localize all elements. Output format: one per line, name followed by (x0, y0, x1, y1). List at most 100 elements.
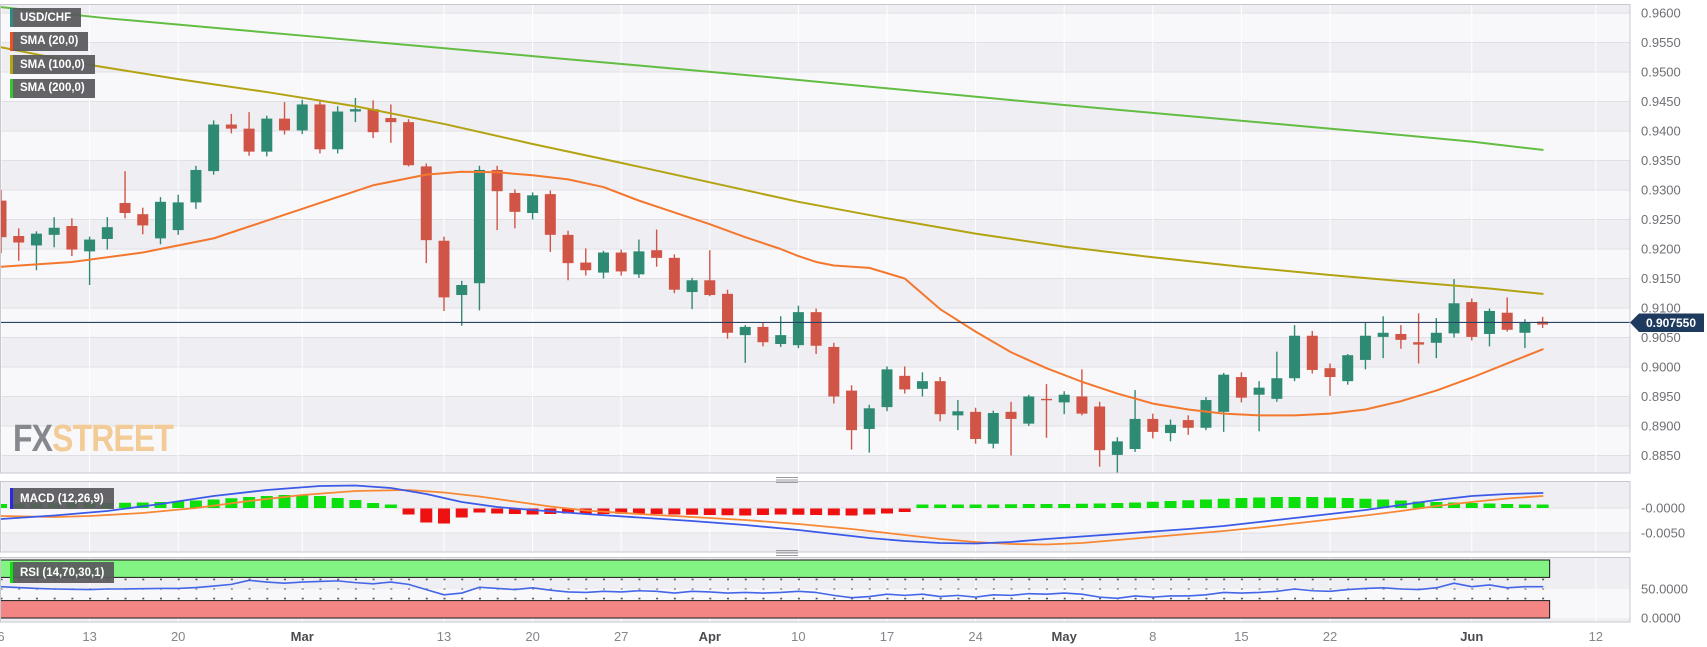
candle-body (349, 109, 361, 112)
time-axis-label: 24 (968, 629, 982, 644)
candle-body (1342, 355, 1354, 382)
legend-symbol[interactable]: USD/CHF (10, 8, 82, 27)
legend-sma200[interactable]: SMA (200,0) (10, 78, 95, 98)
candle-body (987, 413, 999, 444)
panel-resize-handle-rsi[interactable] (776, 550, 798, 556)
macd-histogram-bar (119, 502, 132, 508)
candle-body (279, 118, 291, 131)
price-axis-label: 0.9500 (1641, 65, 1681, 80)
candle-body (314, 104, 326, 150)
macd-histogram-bar (1412, 501, 1425, 508)
macd-histogram-bar (402, 508, 415, 515)
time-axis-label: 13 (437, 629, 451, 644)
macd-histogram-bar (1253, 497, 1266, 508)
macd-axis-label: -0.0050 (1641, 526, 1685, 541)
candle-body (1147, 418, 1159, 432)
candle-body (367, 109, 379, 133)
candle-body (456, 284, 468, 296)
candle-body (1182, 420, 1194, 428)
macd-histogram-bar (827, 508, 840, 516)
candle-body (1094, 406, 1106, 451)
sma20-label: SMA (20,0) (20, 35, 79, 47)
candle-body (385, 118, 397, 123)
candle-body (668, 257, 680, 290)
price-axis-label: 0.8950 (1641, 389, 1681, 404)
candle-body (190, 169, 202, 203)
time-axis-label: 22 (1323, 629, 1337, 644)
symbol-color-bar (10, 8, 13, 27)
macd-axis-label: -0.0000 (1641, 501, 1685, 516)
macd-histogram-bar (1093, 503, 1106, 508)
candle-body (1235, 377, 1247, 398)
candle-body (1218, 374, 1230, 412)
macd-histogram-bar (756, 508, 769, 515)
candle-body (580, 262, 592, 271)
panel-resize-handle-macd[interactable] (776, 477, 798, 483)
candle-body (1501, 312, 1513, 330)
candle-body (1023, 396, 1035, 424)
macd-histogram-bar (296, 495, 309, 508)
legend-macd[interactable]: MACD (12,26,9) (10, 488, 114, 509)
macd-histogram-bar (1129, 502, 1142, 508)
macd-histogram-bar (615, 508, 628, 514)
candle-body (1058, 394, 1070, 403)
candle-body (1359, 335, 1371, 360)
time-axis-label: 12 (1589, 629, 1603, 644)
macd-histogram-bar (1199, 499, 1212, 508)
price-axis-label: 0.9150 (1641, 271, 1681, 286)
rsi-axis-label: 50.0000 (1641, 582, 1688, 597)
last-price-badge-value: 0.907550 (1646, 316, 1696, 330)
macd-histogram-bar (331, 498, 344, 508)
legend-sma100[interactable]: SMA (100,0) (10, 55, 95, 74)
price-axis[interactable]: 0.9600 0.9550 0.9500 0.9450 0.9400 0.9350 0.93… (1630, 6, 1704, 626)
time-axis[interactable]: 6 13 20 Mar 13 20 27 Apr 10 17 24 May 8 15 22 Jun 12 (0, 629, 1603, 644)
rsi-axis-label: 0.0000 (1641, 611, 1681, 626)
price-axis-label: 0.9250 (1641, 212, 1681, 227)
macd-histogram-bar (1235, 498, 1248, 508)
price-panel-border (0, 4, 1631, 474)
candle-body (899, 375, 911, 390)
candle-body (420, 166, 432, 241)
macd-histogram-bar (455, 508, 468, 518)
candle-body (403, 122, 415, 166)
legend-rsi[interactable]: RSI (14,70,30,1) (10, 562, 115, 583)
macd-histogram-bar (863, 508, 876, 515)
time-axis-label: 20 (525, 629, 539, 644)
candle-body (562, 234, 574, 264)
macd-histogram-bar (243, 497, 256, 508)
macd-histogram-bar (562, 508, 575, 514)
candle-body (651, 250, 663, 258)
price-axis-label: 0.9300 (1641, 183, 1681, 198)
macd-histogram-bar (1501, 504, 1514, 508)
price-panel[interactable] (0, 4, 1630, 474)
candle-body (792, 312, 804, 346)
candle-body (1306, 335, 1318, 370)
price-axis-label: 0.9400 (1641, 124, 1681, 139)
macd-histogram-bar (349, 500, 362, 508)
sma20-line (0, 170, 1544, 417)
macd-panel[interactable] (0, 481, 1630, 553)
candle-body (615, 252, 627, 272)
candle-body (527, 195, 539, 214)
macd-histogram-bar (313, 496, 326, 508)
sma200-label: SMA (200,0) (20, 82, 85, 94)
macd-histogram-bar (1483, 503, 1496, 508)
price-axis-label: 0.8900 (1641, 419, 1681, 434)
time-axis-label: 15 (1234, 629, 1248, 644)
rsi-panel[interactable] (0, 557, 1631, 623)
sma200-line (0, 6, 1544, 151)
candle-body (775, 335, 787, 344)
macd-histogram-bar (1270, 497, 1283, 508)
macd-histogram-bar (189, 500, 202, 508)
legend-sma20[interactable]: SMA (20,0) (10, 31, 89, 51)
candle-body (13, 236, 25, 243)
time-axis-label: Mar (291, 629, 314, 644)
macd-histogram-bar (367, 503, 380, 508)
macd-label: MACD (12,26,9) (20, 492, 104, 505)
time-axis-label: May (1052, 629, 1078, 644)
sma100-color-bar (10, 55, 13, 74)
macd-histogram-bar (526, 508, 539, 515)
candle-body (119, 202, 131, 214)
macd-histogram-bar (1448, 502, 1461, 508)
